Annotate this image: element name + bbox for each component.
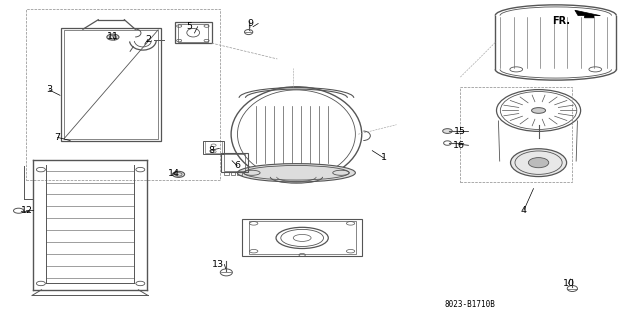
Bar [175, 22, 212, 43]
Bar [178, 24, 209, 41]
Bar [204, 141, 224, 154]
Bar [248, 221, 356, 254]
Ellipse shape [107, 34, 119, 40]
Text: 12: 12 [21, 206, 33, 215]
Text: 9: 9 [247, 19, 253, 28]
Bar [237, 172, 242, 175]
Ellipse shape [173, 171, 184, 177]
Ellipse shape [529, 158, 548, 168]
Ellipse shape [532, 108, 545, 113]
Text: 7: 7 [54, 133, 60, 142]
Bar [26, 9, 220, 180]
Ellipse shape [443, 129, 452, 133]
Text: 8023-B1710B: 8023-B1710B [444, 300, 495, 309]
Bar [64, 30, 158, 139]
Text: 11: 11 [107, 32, 119, 41]
Bar [460, 87, 572, 182]
Text: 16: 16 [453, 141, 465, 150]
Bar [231, 172, 236, 175]
Text: 10: 10 [563, 279, 575, 288]
Text: 5: 5 [186, 22, 193, 31]
Text: FR.: FR. [552, 16, 570, 26]
Text: 3: 3 [46, 85, 52, 94]
Text: 8: 8 [209, 145, 214, 154]
Bar [61, 28, 161, 141]
Bar [205, 141, 222, 153]
Text: 15: 15 [454, 127, 466, 136]
Text: 1: 1 [381, 153, 387, 162]
Bar [243, 219, 362, 256]
Text: 14: 14 [168, 169, 179, 178]
Ellipse shape [237, 164, 355, 182]
Ellipse shape [511, 149, 566, 177]
Text: 4: 4 [521, 206, 527, 215]
Text: 6: 6 [234, 161, 240, 170]
Bar [225, 172, 229, 175]
Polygon shape [575, 10, 600, 18]
Bar [224, 154, 246, 171]
Text: 2: 2 [145, 35, 151, 44]
Text: 13: 13 [212, 260, 224, 269]
Bar [221, 152, 248, 172]
